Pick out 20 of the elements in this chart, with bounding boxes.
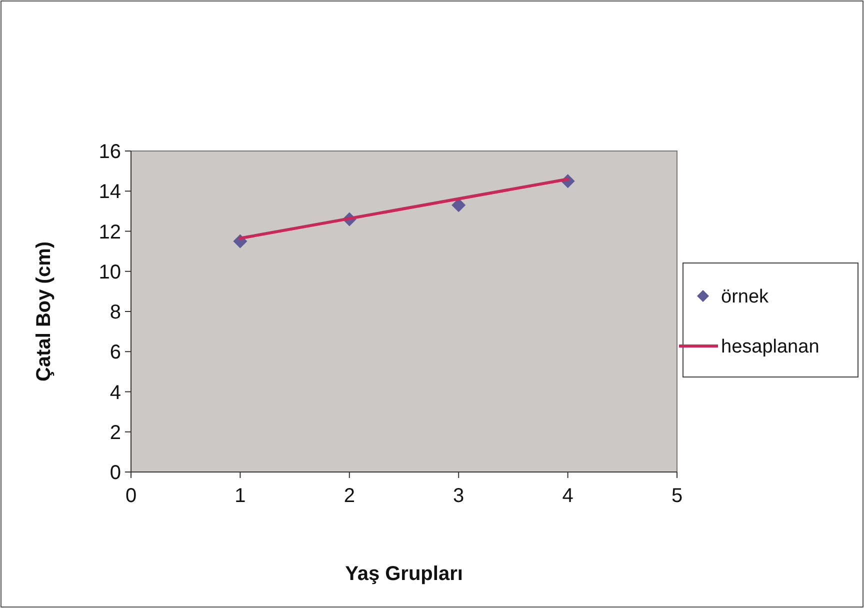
y-tick-label: 2 [110, 422, 121, 444]
y-tick-label: 6 [110, 342, 121, 364]
x-tick-label: 5 [671, 485, 683, 507]
y-axis-title: Çatal Boy (cm) [33, 241, 55, 382]
point [452, 198, 466, 212]
y-tick-label: 12 [98, 221, 121, 244]
x-tick-label: 1 [234, 485, 246, 507]
x-tick-label: 2 [344, 485, 355, 507]
y-tick-label: 14 [98, 181, 121, 204]
x-tick-label: 0 [125, 485, 137, 507]
y-tick-label: 8 [110, 302, 121, 324]
y-tick-label: 10 [98, 261, 121, 284]
legend-label: örnek [721, 286, 770, 308]
x-tick-label: 4 [562, 485, 574, 507]
legend-label: hesaplanan [721, 336, 820, 358]
x-tick-label: 3 [453, 485, 464, 507]
x-axis-title: Yaş Grupları [345, 563, 463, 585]
y-tick-label: 16 [98, 141, 121, 163]
y-tick-label: 0 [110, 462, 121, 484]
y-tick-label: 4 [110, 382, 121, 404]
